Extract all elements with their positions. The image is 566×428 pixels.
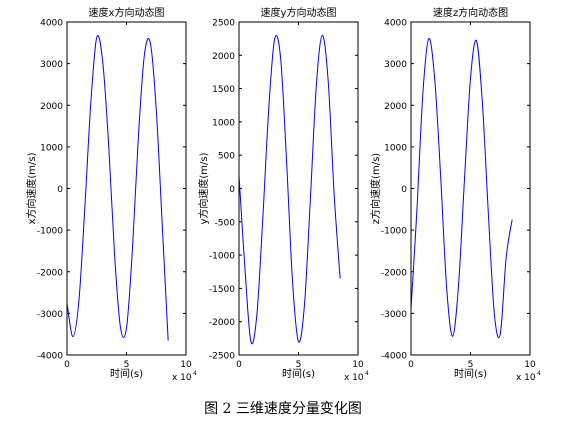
- x-tick-label: 10: [524, 360, 536, 370]
- x-exponent-label: x 10: [172, 373, 192, 383]
- axes-frame: [410, 21, 531, 356]
- x-exponent-power: 4: [193, 370, 197, 377]
- y-tick-label: -4000: [381, 352, 407, 362]
- y-tick-label: -500: [215, 218, 236, 228]
- x-tick-label: 5: [124, 360, 130, 370]
- y-tick-label: 4000: [40, 19, 63, 29]
- y-tick-label: 1000: [40, 143, 63, 153]
- y-tick-label: 2000: [40, 102, 63, 112]
- x-tick-label: 0: [64, 360, 70, 370]
- y-axis-label: z方向速度(m/s): [369, 153, 382, 224]
- y-tick-label: -4000: [37, 352, 63, 362]
- y-tick-label: -3000: [37, 310, 63, 320]
- chart-title: 速度x方向动态图: [89, 6, 165, 19]
- figure-caption: 图 2 三维速度分量变化图: [204, 401, 362, 417]
- y-tick-label: 0: [401, 185, 407, 195]
- x-axis-label: 时间(s): [454, 367, 487, 380]
- chart-title: 速度y方向动态图: [261, 6, 337, 19]
- y-tick-label: -2500: [209, 352, 235, 362]
- x-exponent-label: x 10: [344, 373, 364, 383]
- y-tick-label: 0: [57, 185, 63, 195]
- x-tick-label: 5: [296, 360, 302, 370]
- y-tick-label: 1500: [212, 85, 235, 95]
- x-axis-label: 时间(s): [282, 367, 315, 380]
- y-tick-label: 3000: [384, 60, 407, 70]
- x-axis-label: 时间(s): [110, 367, 143, 380]
- y-axis-label: y方向速度(m/s): [197, 152, 210, 224]
- x-exponent-power: 4: [365, 370, 369, 377]
- y-tick-label: 2500: [212, 19, 235, 29]
- chart-title: 速度z方向动态图: [433, 6, 508, 19]
- y-tick-label: 3000: [40, 60, 63, 70]
- x-tick-label: 10: [352, 360, 364, 370]
- y-tick-label: 1000: [212, 118, 235, 128]
- y-tick-label: 1000: [384, 143, 407, 153]
- series-line: [239, 34, 341, 345]
- chart-2: -2500 -2000 -1500 -1000 -500 0 500 1000 1500 2000…: [197, 6, 369, 383]
- x-tick-label: 5: [468, 360, 474, 370]
- x-exponent-label: x 10: [516, 373, 536, 383]
- chart-1: -4000 -3000 -2000 -1000 0 1000 2000 3000 4000 0 5 1…: [25, 6, 197, 383]
- chart-3: -4000 -3000 -2000 -1000 0 1000 2000 3000 4000 0 5 1…: [369, 6, 541, 383]
- y-tick-label: -1500: [209, 285, 235, 295]
- axes-frame: [66, 21, 187, 356]
- y-tick-label: -1000: [381, 227, 407, 237]
- y-tick-label: -2000: [37, 268, 63, 278]
- y-tick-label: 2000: [212, 52, 235, 62]
- series-line: [411, 38, 513, 339]
- y-axis-label: x方向速度(m/s): [25, 152, 38, 224]
- x-exponent-power: 4: [537, 370, 541, 377]
- y-tick-label: 2000: [384, 102, 407, 112]
- y-tick-label: -2000: [381, 268, 407, 278]
- y-tick-label: -1000: [37, 227, 63, 237]
- y-tick-label: -3000: [381, 310, 407, 320]
- y-tick-label: -1000: [209, 252, 235, 262]
- x-tick-label: 0: [236, 360, 242, 370]
- x-tick-label: 10: [180, 360, 192, 370]
- x-tick-label: 0: [408, 360, 414, 370]
- y-tick-label: 4000: [384, 19, 407, 29]
- y-tick-label: 500: [218, 152, 235, 162]
- series-line: [67, 35, 169, 341]
- axes-frame: [238, 21, 359, 356]
- y-tick-label: 0: [229, 185, 235, 195]
- y-tick-label: -2000: [209, 318, 235, 328]
